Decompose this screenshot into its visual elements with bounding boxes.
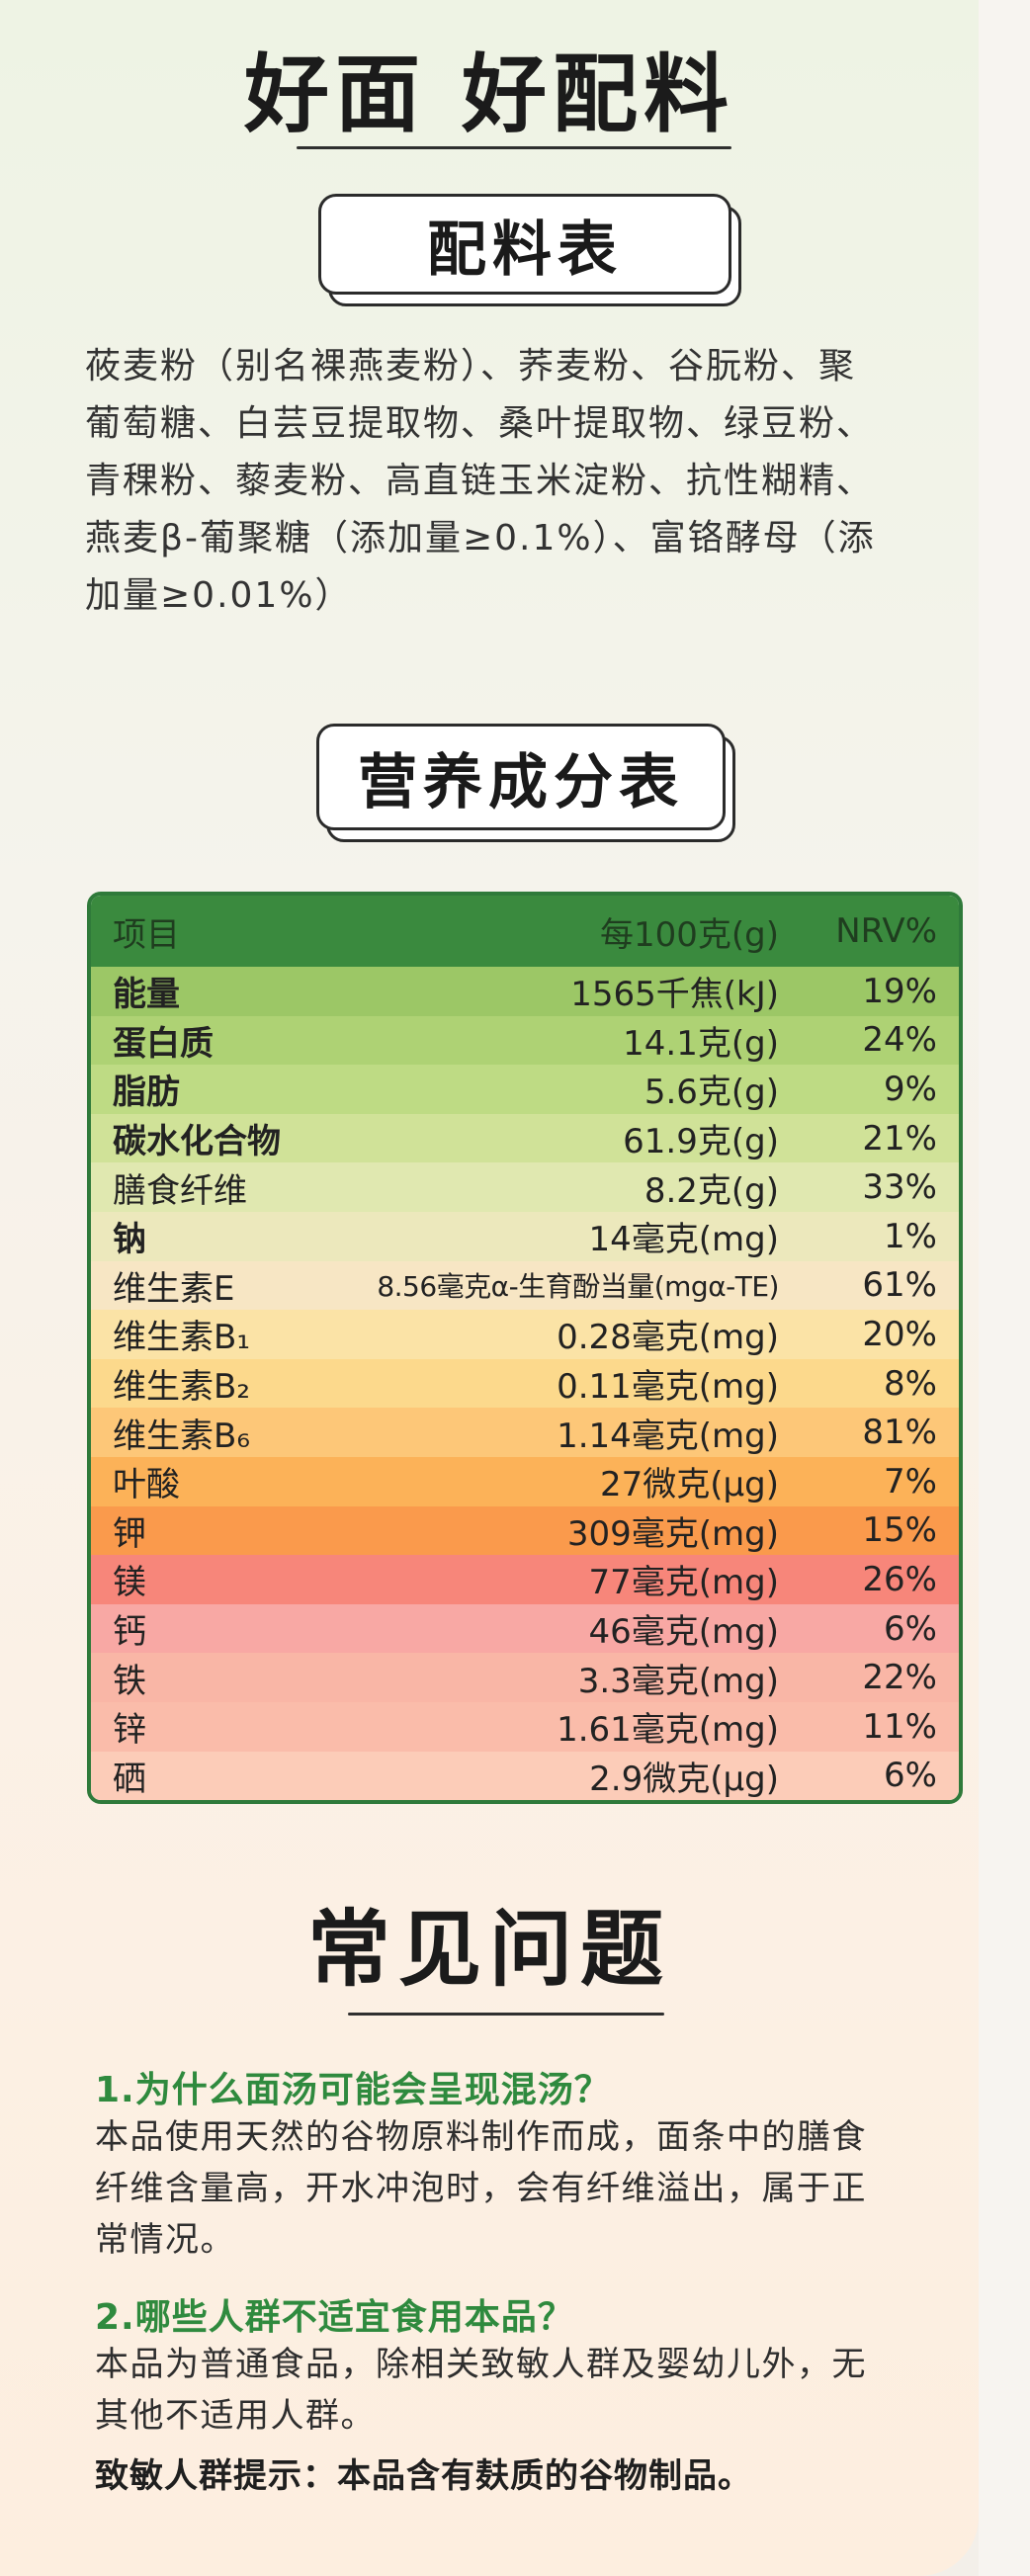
table-row: 镁 77毫克(mg) 26%: [91, 1555, 959, 1604]
nutrient-nrv: 21%: [862, 1118, 937, 1159]
nutrient-name: 维生素B₁: [113, 1318, 250, 1358]
nutrient-name: 蛋白质: [113, 1023, 214, 1064]
table-row: 叶酸 27微克(μg) 7%: [91, 1456, 959, 1506]
ingredients-heading: 配料表: [318, 194, 731, 295]
nutrient-name: 钙: [113, 1612, 146, 1653]
nutrient-name: 钾: [113, 1513, 146, 1554]
nutrient-nrv: 61%: [862, 1265, 937, 1306]
nutrition-heading: 营养成分表: [316, 724, 726, 830]
nutrient-amount: 1.61毫克(mg): [557, 1710, 779, 1751]
nutrient-amount: 5.6克(g): [644, 1073, 779, 1113]
nutrient-name: 脂肪: [113, 1073, 180, 1113]
ingredients-text: 莜麦粉（别名裸燕麦粉）、荞麦粉、谷朊粉、聚 葡萄糖、白芸豆提取物、桑叶提取物、绿…: [85, 338, 955, 625]
answer-line: 本品使用天然的谷物原料制作而成，面条中的膳食: [95, 2117, 867, 2157]
table-body: 能量 1565千焦(kJ) 19% 蛋白质 14.1克(g) 24% 脂肪 5.6克(g) 9%…: [91, 967, 959, 1801]
table-row: 维生素B₆ 1.14毫克(mg) 81%: [91, 1408, 959, 1457]
table-row: 碳水化合物 61.9克(g) 21%: [91, 1113, 959, 1163]
table-row: 钠 14毫克(mg) 1%: [91, 1211, 959, 1261]
nutrient-name: 能量: [113, 975, 180, 1015]
nutrient-nrv: 9%: [884, 1069, 937, 1109]
column-header-amount: 每100克(g): [599, 914, 779, 955]
faq-title-underline: [348, 2013, 664, 2016]
nutrition-heading-box: 营养成分表: [316, 724, 735, 842]
nutrient-nrv: 1%: [884, 1216, 937, 1256]
table-row: 维生素B₁ 0.28毫克(mg) 20%: [91, 1310, 959, 1359]
nutrient-nrv: 7%: [884, 1461, 937, 1502]
nutrient-name: 叶酸: [113, 1465, 180, 1505]
table-row: 钙 46毫克(mg) 6%: [91, 1603, 959, 1654]
nutrient-amount: 27微克(μg): [599, 1465, 779, 1505]
faq-answer: 本品使用天然的谷物原料制作而成，面条中的膳食 纤维含量高，开水冲泡时，会有纤维溢…: [95, 2111, 945, 2266]
nutrient-nrv: 6%: [884, 1608, 937, 1649]
nutrient-amount: 0.11毫克(mg): [557, 1367, 779, 1408]
table-header: 项目 每100克(g) NRV%: [91, 896, 959, 967]
ingredients-line: 青稞粉、藜麦粉、高直链玉米淀粉、抗性糊精、: [85, 461, 875, 501]
nutrient-nrv: 26%: [862, 1559, 937, 1599]
nutrient-name: 维生素B₂: [113, 1367, 250, 1408]
title-underline: [297, 146, 731, 149]
answer-line: 本品为普通食品，除相关致敏人群及婴幼儿外，无: [95, 2345, 867, 2384]
nutrient-amount: 2.9微克(μg): [589, 1759, 779, 1799]
table-row: 硒 2.9微克(μg) 6%: [91, 1751, 959, 1801]
ingredients-heading-box: 配料表: [318, 194, 741, 306]
table-row: 铁 3.3毫克(mg) 22%: [91, 1653, 959, 1702]
nutrient-name: 铁: [113, 1661, 146, 1701]
column-header-item: 项目: [113, 914, 180, 955]
table-row: 膳食纤维 8.2克(g) 33%: [91, 1162, 959, 1212]
allergen-note: 致敏人群提示：本品含有麸质的谷物制品。: [95, 2456, 752, 2496]
ingredients-line: 加量≥0.01%）: [85, 575, 353, 616]
nutrient-amount: 309毫克(mg): [566, 1513, 779, 1554]
answer-line: 其他不适用人群。: [95, 2396, 376, 2436]
table-row: 蛋白质 14.1克(g) 24%: [91, 1015, 959, 1066]
nutrient-amount: 77毫克(mg): [588, 1563, 780, 1603]
answer-line: 常情况。: [95, 2220, 235, 2260]
nutrient-nrv: 8%: [884, 1363, 937, 1404]
table-row: 钾 309毫克(mg) 15%: [91, 1505, 959, 1556]
nutrient-name: 膳食纤维: [113, 1170, 247, 1211]
nutrient-name: 锌: [113, 1710, 146, 1751]
answer-line: 纤维含量高，开水冲泡时，会有纤维溢出，属于正: [95, 2169, 867, 2208]
nutrition-table: 项目 每100克(g) NRV% 能量 1565千焦(kJ) 19% 蛋白质 14.1克…: [87, 892, 963, 1805]
nutrient-amount: 61.9克(g): [623, 1122, 779, 1162]
ingredients-line: 葡萄糖、白芸豆提取物、桑叶提取物、绿豆粉、: [85, 403, 875, 444]
column-header-nrv: NRV%: [835, 911, 937, 951]
nutrient-name: 维生素E: [113, 1268, 235, 1309]
page-margin: [979, 0, 1030, 2576]
nutrient-nrv: 24%: [862, 1020, 937, 1061]
nutrient-amount: 8.56毫克α-生育酚当量(mgα-TE): [377, 1270, 779, 1304]
faq-question: 1.为什么面汤可能会呈现混汤？: [95, 2070, 611, 2110]
nutrient-amount: 0.28毫克(mg): [557, 1318, 779, 1358]
faq-question: 2.哪些人群不适宜食用本品？: [95, 2297, 574, 2338]
faq-title: 常见问题: [306, 1901, 671, 1998]
nutrient-nrv: 19%: [862, 971, 937, 1011]
nutrient-amount: 46毫克(mg): [588, 1612, 780, 1653]
nutrient-name: 钠: [113, 1220, 146, 1260]
nutrient-amount: 14毫克(mg): [588, 1220, 780, 1260]
nutrient-name: 硒: [113, 1759, 146, 1799]
table-row: 锌 1.61毫克(mg) 11%: [91, 1701, 959, 1752]
ingredients-line: 燕麦β-葡聚糖（添加量≥0.1%）、富铬酵母（添: [85, 518, 876, 558]
nutrient-nrv: 6%: [884, 1756, 937, 1796]
nutrient-nrv: 22%: [862, 1658, 937, 1698]
table-row: 维生素B₂ 0.11毫克(mg) 8%: [91, 1358, 959, 1409]
nutrient-name: 碳水化合物: [113, 1122, 281, 1162]
nutrient-nrv: 81%: [862, 1413, 937, 1453]
ingredients-line: 莜麦粉（别名裸燕麦粉）、荞麦粉、谷朊粉、聚: [85, 346, 857, 386]
nutrient-amount: 3.3毫克(mg): [577, 1661, 779, 1701]
table-row: 维生素E 8.56毫克α-生育酚当量(mgα-TE) 61%: [91, 1260, 959, 1311]
nutrient-amount: 1565千焦(kJ): [570, 975, 779, 1015]
table-row: 脂肪 5.6克(g) 9%: [91, 1065, 959, 1114]
nutrient-nrv: 15%: [862, 1510, 937, 1551]
table-row: 能量 1565千焦(kJ) 19%: [91, 967, 959, 1016]
nutrient-nrv: 20%: [862, 1314, 937, 1354]
faq-answer: 本品为普通食品，除相关致敏人群及婴幼儿外，无 其他不适用人群。: [95, 2339, 945, 2442]
page-title: 好面 好配料: [244, 45, 734, 144]
nutrient-amount: 1.14毫克(mg): [557, 1416, 779, 1456]
nutrient-amount: 14.1克(g): [623, 1023, 779, 1064]
nutrient-name: 维生素B₆: [113, 1416, 250, 1456]
nutrient-amount: 8.2克(g): [644, 1170, 779, 1211]
nutrient-nrv: 11%: [862, 1706, 937, 1747]
nutrient-nrv: 33%: [862, 1167, 937, 1208]
nutrient-name: 镁: [113, 1563, 146, 1603]
